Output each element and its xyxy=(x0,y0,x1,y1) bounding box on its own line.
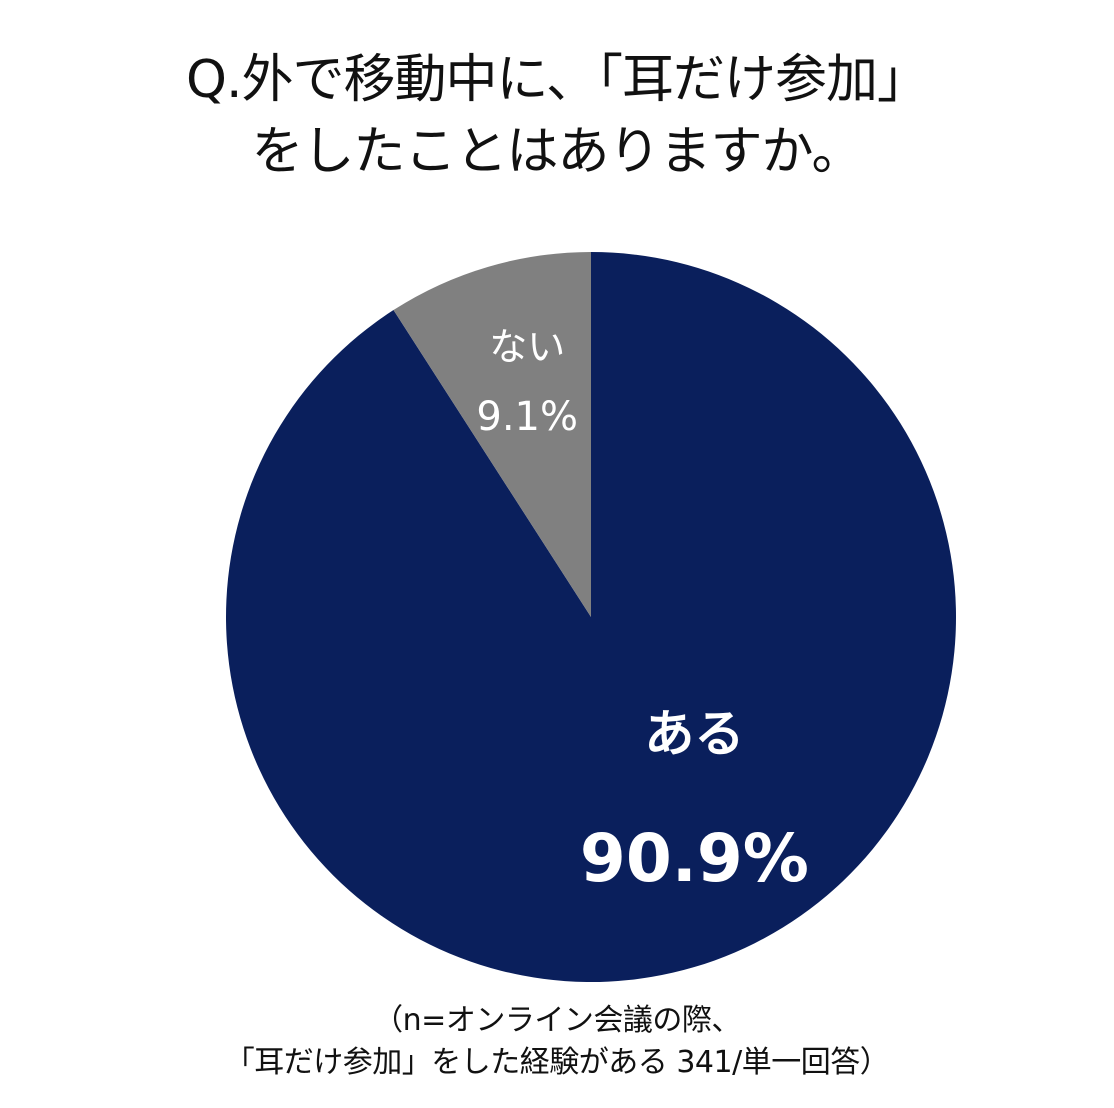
sample-note-line-2: 「耳だけ参加」をした経験がある 341/単一回答） xyxy=(224,1045,890,1080)
slice-value-aru: 90.9% xyxy=(580,820,809,897)
sample-note-line-1: （n=オンライン会議の際、 xyxy=(373,1003,741,1038)
sample-note: （n=オンライン会議の際、 「耳だけ参加」をした経験がある 341/単一回答） xyxy=(0,1000,1114,1084)
slice-value-nai: 9.1% xyxy=(476,394,578,440)
slice-label-aru: ある xyxy=(644,705,744,763)
pie-slice-aru xyxy=(226,252,957,983)
pie-slice-nai xyxy=(393,252,591,617)
chart-title-line-2: をしたことはありますか。 xyxy=(251,122,864,182)
chart-title-line-1: Q.外で移動中に、「耳だけ参加」 xyxy=(186,50,929,110)
chart-title: Q.外で移動中に、「耳だけ参加」 をしたことはありますか。 xyxy=(0,44,1114,188)
slice-label-nai: ない xyxy=(489,325,565,369)
